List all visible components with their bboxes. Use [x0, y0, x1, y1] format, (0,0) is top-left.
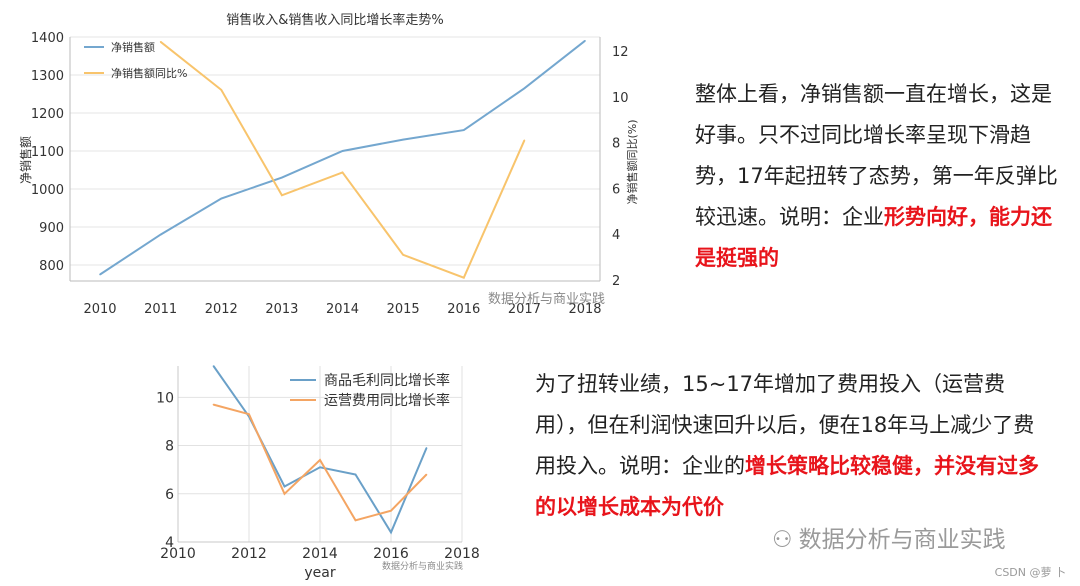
summary-text-2-comma: ， — [913, 454, 934, 478]
chart1-y2tick-label: 4 — [612, 228, 620, 243]
summary-text-1-highlight: 形势向好，能力还是挺强的 — [695, 205, 1052, 270]
chart1-ytick-label: 1000 — [31, 183, 64, 198]
chart1-legend-label: 净销售额 — [111, 40, 155, 54]
chart2-ytick-label: 10 — [156, 390, 174, 406]
summary-text-1: 整体上看，净销售额一直在增长，这是好事。只不过同比增长率呈现下滑趋势，17年起扭… — [695, 74, 1070, 279]
chart2-ytick-label: 6 — [165, 487, 174, 503]
chart1-ytick-label: 1300 — [31, 69, 64, 84]
chart1-data-point — [402, 138, 404, 141]
chart1-xtick-label: 2014 — [326, 302, 359, 317]
chart2-data-point — [425, 447, 428, 449]
chart1-xtick-label: 2012 — [205, 302, 238, 317]
chart1-data-point — [462, 276, 465, 279]
chart2-data-point — [283, 485, 286, 488]
wechat-icon: ⚇ — [772, 527, 793, 553]
chart1-ytick-label: 1200 — [31, 107, 64, 122]
chart1-ylabel: 净销售额 — [18, 136, 33, 184]
chart2-data-point — [248, 413, 250, 416]
chart1-data-point — [99, 273, 101, 276]
chart1-y2tick-label: 12 — [612, 45, 629, 60]
chart2-xtick-label: 2018 — [444, 546, 480, 562]
chart1-xtick-label: 2013 — [265, 302, 298, 317]
chart1-legend-label: 净销售额同比% — [111, 66, 187, 80]
chart1-data-point — [462, 129, 465, 131]
chart1-data-point — [341, 171, 344, 174]
chart2-xlabel: year — [304, 565, 335, 581]
csdn-watermark: CSDN @萝 卜 — [994, 566, 1066, 579]
summary-text-2-highlight-1: 增长策略比较稳健 — [745, 454, 913, 478]
chart1-xtick-label: 2016 — [447, 302, 480, 317]
summary-text-2: 为了扭转业绩，15~17年增加了费用投入（运营费用），但在利润快速回升以后，便在… — [535, 364, 1055, 528]
chart1-xtick-label: 2017 — [508, 302, 541, 317]
chart1-data-point — [281, 194, 283, 197]
watermark-large-text: 数据分析与商业实践 — [798, 527, 1006, 553]
chart1-xtick-label: 2018 — [568, 302, 601, 317]
chart2-data-point — [212, 365, 215, 367]
chart2-data-point — [354, 519, 357, 522]
chart1-data-point — [523, 139, 526, 142]
chart1-y2tick-label: 6 — [612, 182, 620, 197]
watermark-large: ⚇ 数据分析与商业实践 — [772, 520, 1006, 554]
chart2-data-point — [390, 531, 392, 534]
chart2-watermark: 数据分析与商业实践 — [382, 560, 463, 572]
chart2-data-point — [390, 509, 392, 512]
chart1-y2tick-label: 10 — [612, 91, 629, 106]
chart2-legend-label: 运营费用同比增长率 — [324, 392, 450, 409]
chart2-ytick-label: 4 — [165, 535, 174, 551]
chart1-ytick-label: 1400 — [31, 31, 64, 46]
chart1-data-point — [220, 89, 223, 91]
chart1-data-point — [220, 197, 223, 200]
chart1-xtick-label: 2011 — [144, 302, 177, 317]
chart2-data-point — [319, 466, 321, 469]
chart2-xtick-label: 2010 — [160, 546, 196, 562]
chart1-data-point — [341, 150, 344, 152]
chart2-data-point — [212, 403, 215, 406]
chart1-y2label: 净销售额同比(%) — [625, 119, 639, 204]
chart1-y2tick-label: 8 — [612, 137, 620, 152]
chart2-xtick-label: 2012 — [231, 546, 267, 562]
chart2-data-point — [319, 459, 321, 461]
chart2-xtick-label: 2014 — [302, 546, 338, 562]
chart1-data-point — [159, 41, 162, 43]
chart1-ytick-label: 1100 — [31, 145, 64, 160]
chart1-title: 销售收入&销售收入同比增长率走势% — [226, 12, 444, 28]
chart1-ytick-label: 900 — [39, 221, 64, 236]
chart2-data-point — [354, 473, 357, 476]
chart2-data-point — [283, 492, 286, 495]
summary-text-2-highlight-2: 并没有过多的以增长成本为代价 — [535, 454, 1039, 519]
chart1-xtick-label: 2015 — [387, 302, 420, 317]
chart2-data-point — [425, 473, 428, 476]
chart1-watermark: 数据分析与商业实践 — [488, 292, 605, 307]
chart1-series-yoy-line — [159, 41, 526, 279]
chart1-data-point — [281, 176, 283, 179]
chart1-data-point — [402, 254, 404, 256]
chart1-xtick-label: 2010 — [83, 302, 116, 317]
chart2-ytick-label: 8 — [165, 439, 174, 455]
chart1-data-point — [584, 40, 586, 42]
chart1-y2tick-label: 2 — [612, 274, 620, 289]
summary-text-2-plain: 为了扭转业绩，15~17年增加了费用投入（运营费用），但在利润快速回升以后，便在… — [535, 372, 1035, 478]
summary-text-1-plain: 整体上看，净销售额一直在增长，这是好事。只不过同比增长率呈现下滑趋势，17年起扭… — [695, 82, 1058, 229]
chart2-xtick-label: 2016 — [373, 546, 409, 562]
chart1-data-point — [159, 233, 162, 236]
chart1-ytick-label: 800 — [39, 259, 64, 274]
chart1-data-point — [523, 87, 526, 90]
chart2-legend-label: 商品毛利同比增长率 — [324, 372, 450, 389]
